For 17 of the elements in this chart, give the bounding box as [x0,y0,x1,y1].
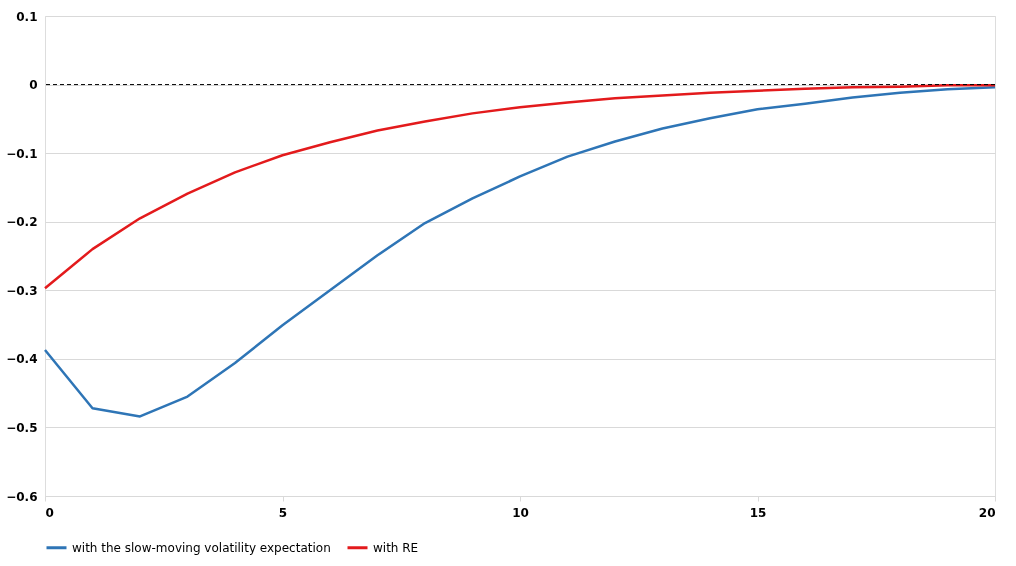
x-tick-label: 5 [278,505,288,520]
y-tick-label: 0.1 [16,9,38,24]
legend-label: with the slow-moving volatility expectation [72,540,331,555]
line-series [43,84,997,290]
x-tick-label: 0 [45,505,54,520]
y-tick-label: −0.3 [6,283,38,298]
y-tick-label: −0.5 [6,420,38,435]
x-tick-label: 15 [749,505,767,520]
y-tick-label: −0.6 [6,489,38,504]
x-tick-label: 10 [512,505,529,520]
y-tick-label: −0.4 [6,352,38,367]
legend-label: with RE [373,540,419,555]
x-tick-label: 20 [978,505,996,520]
line-series [43,86,997,418]
y-tick-label: −0.1 [6,146,38,161]
y-tick-label: 0 [29,78,38,93]
y-tick-label: −0.2 [6,215,38,230]
